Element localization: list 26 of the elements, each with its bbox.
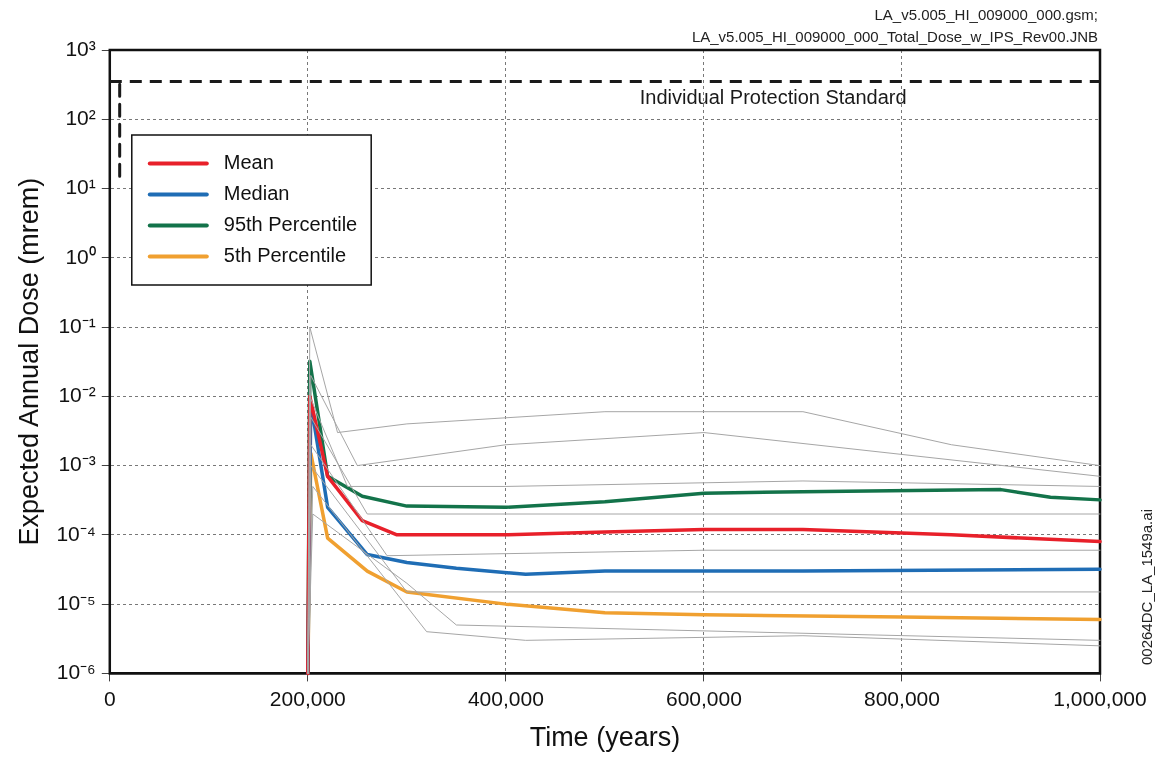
x-tick-label: 400,000 [467, 686, 544, 710]
text: LA_v5.005_HI_009000_000.gsm; [873, 5, 1098, 25]
y-tick-label: 10⁰ [65, 244, 96, 268]
ref-line-label: Individual Protection Standard [639, 86, 907, 109]
x-tick-label: 200,000 [269, 686, 346, 710]
x-tick-label: 600,000 [665, 686, 742, 710]
y-tick-label: 10² [65, 106, 96, 130]
y-tick-label: 10¹ [65, 175, 96, 199]
y-tick-label: 10⁻⁵ [56, 590, 96, 614]
y-tick-label: 10⁻⁶ [56, 660, 96, 684]
x-axis-title: Time (years) [529, 722, 681, 753]
x-tick-label: 0 [103, 686, 116, 710]
legend-label: Mean [223, 151, 274, 174]
y-tick-label: 10⁻³ [58, 452, 96, 476]
y-tick-label: 10⁻¹ [58, 313, 96, 337]
y-tick-label: 10⁻⁴ [56, 521, 96, 545]
y-axis-title: Expected Annual Dose (mrem) [13, 177, 44, 546]
legend-label: Median [223, 182, 290, 205]
text: LA_v5.005_HI_009000_000_Total_Dose_w_IPS_Rev00.JNB [691, 27, 1098, 47]
x-tick-label: 1,000,000 [1053, 686, 1147, 710]
x-tick-label: 800,000 [864, 686, 940, 710]
legend-label: 95th Percentile [223, 213, 358, 236]
y-tick-label: 10⁻² [58, 383, 96, 407]
y-tick-label: 10³ [65, 36, 96, 60]
legend-label: 5th Percentile [223, 244, 347, 267]
text: 00264DC_LA_1549a.ai [1138, 509, 1155, 665]
